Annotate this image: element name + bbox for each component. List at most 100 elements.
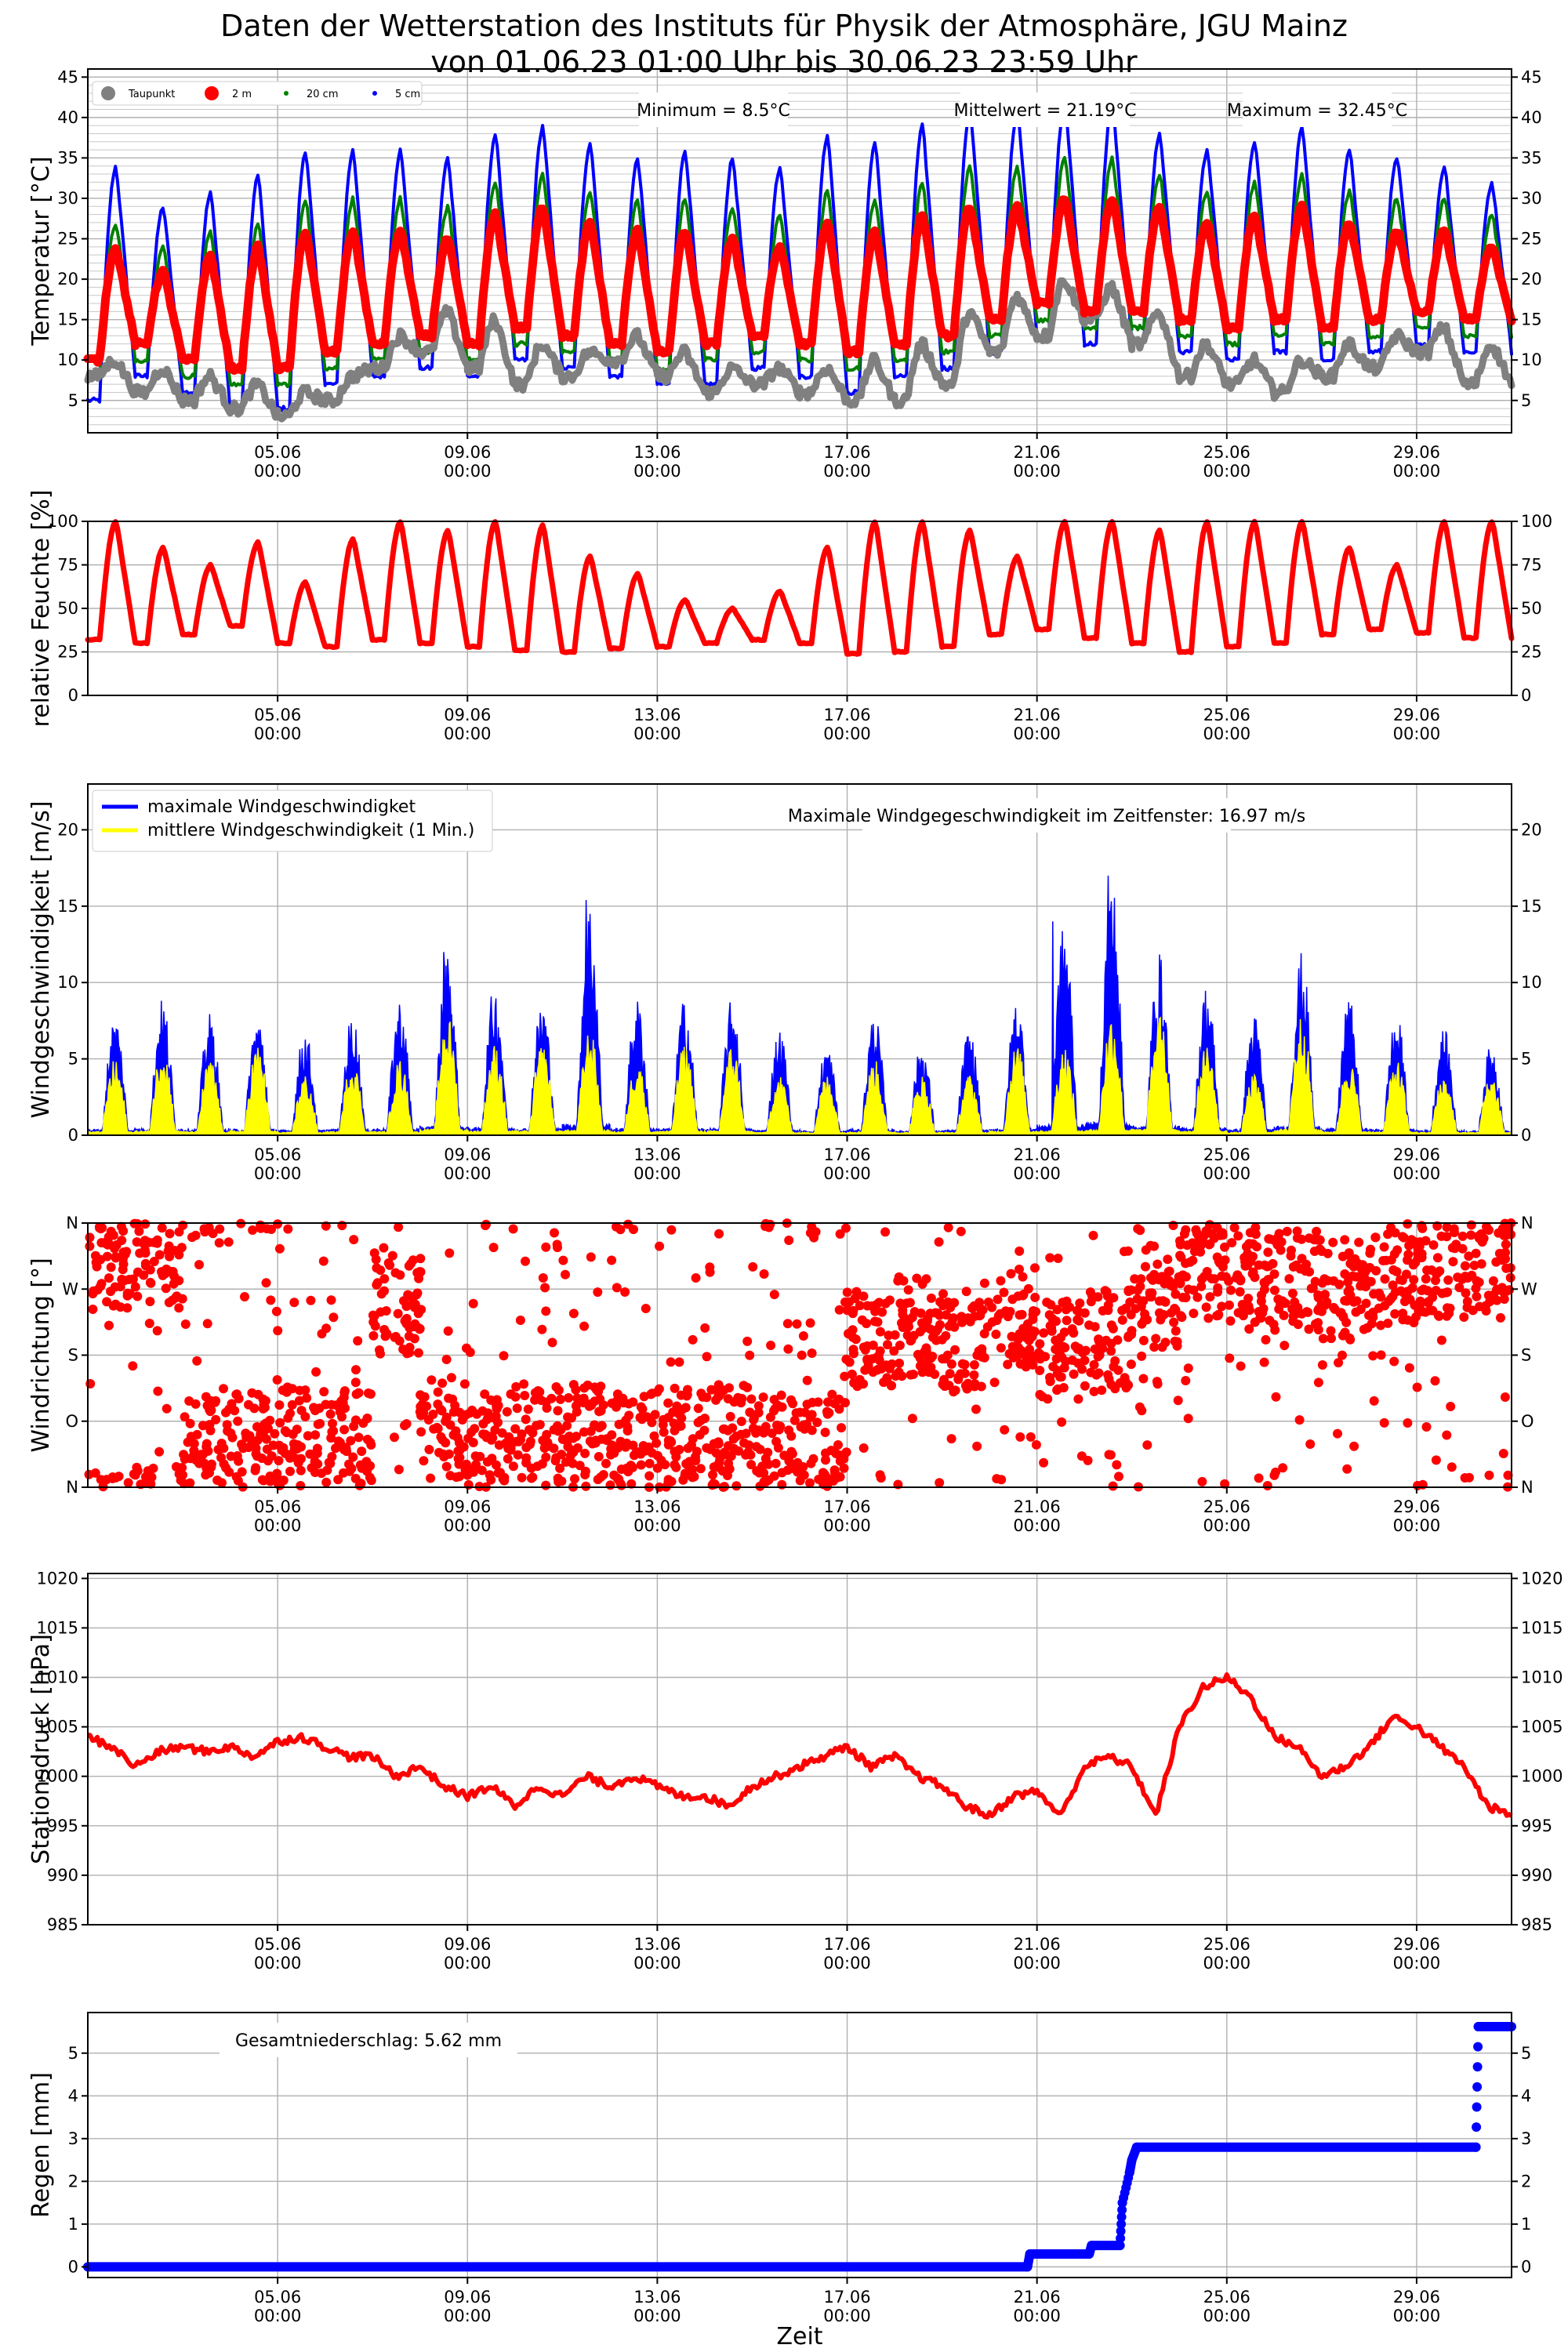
wind-direction-point (296, 1406, 307, 1416)
wind-direction-point (1354, 1237, 1364, 1247)
wind-direction-point (321, 1477, 332, 1487)
wind-direction-point (1141, 1261, 1150, 1272)
x-tick-label-time: 00:00 (1203, 2307, 1251, 2325)
x-tick-label-time: 00:00 (1203, 1516, 1251, 1535)
wind-direction-point (1259, 1284, 1269, 1294)
wind-direction-point (424, 1444, 434, 1454)
wind-direction-point (1123, 1246, 1133, 1256)
wind-direction-point (979, 1278, 989, 1288)
wind-direction-point (1007, 1331, 1017, 1341)
wind-direction-point (731, 1481, 742, 1491)
wind-direction-point (379, 1243, 389, 1253)
wind-direction-point (1197, 1476, 1207, 1486)
x-tick-label-date: 13.06 (633, 1497, 681, 1516)
wind-direction-point (691, 1446, 702, 1457)
wind-direction-point (586, 1252, 596, 1262)
wind-direction-point (1345, 1284, 1355, 1294)
wind-direction-point (1134, 1402, 1145, 1412)
wind-direction-point (765, 1412, 775, 1422)
wind-direction-point (118, 1259, 129, 1269)
wind-direction-point (1123, 1380, 1134, 1390)
x-tick-label-date: 21.06 (1014, 2288, 1061, 2307)
wind-direction-point (1338, 1350, 1347, 1360)
wind-direction-point (1443, 1275, 1454, 1285)
wind-direction-point (499, 1351, 509, 1361)
y-tick-label-left: 20 (57, 820, 78, 839)
wind-direction-point (1287, 1288, 1298, 1298)
wind-direction-point (926, 1353, 936, 1363)
wind-direction-point (956, 1226, 966, 1236)
rain-point (1116, 2234, 1126, 2243)
y-tick-label-left: 100 (47, 512, 78, 531)
wind-direction-point (274, 1456, 284, 1466)
wind-direction-point (1305, 1439, 1316, 1449)
wind-direction-point (1138, 1335, 1149, 1345)
wind-direction-point (1166, 1308, 1176, 1318)
wind-direction-point (390, 1432, 399, 1443)
rain-point (1472, 2062, 1483, 2072)
wind-direction-point (1313, 1318, 1323, 1328)
wind-direction-point (394, 1222, 404, 1232)
x-tick-label-date: 29.06 (1393, 443, 1440, 462)
wind-direction-point (1271, 1392, 1281, 1402)
y-tick-label-right: 25 (1521, 230, 1542, 249)
x-tick-label-time: 00:00 (1393, 724, 1441, 743)
wind-direction-point (1468, 1305, 1478, 1316)
wind-direction-point (413, 1348, 423, 1358)
wind-direction-point (128, 1361, 138, 1371)
wind-direction-point (416, 1267, 426, 1277)
wind-direction-point (226, 1451, 236, 1461)
wind-direction-point (520, 1391, 530, 1400)
wind-direction-point (670, 1460, 680, 1470)
wind-direction-point (1117, 1305, 1127, 1316)
wind-direction-point (1370, 1232, 1381, 1243)
wind-direction-point (1498, 1449, 1508, 1458)
wind-direction-point (633, 1447, 643, 1457)
wind-direction-point (642, 1412, 652, 1422)
y-tick-label-right: W (1521, 1279, 1537, 1298)
wind-direction-point (848, 1305, 858, 1316)
wind-direction-point (1090, 1322, 1100, 1332)
wind-direction-point (552, 1240, 562, 1250)
wind-direction-point (154, 1446, 165, 1457)
wind-direction-point (441, 1412, 452, 1422)
wind-direction-point (510, 1424, 521, 1434)
annotation-text: Gesamtniederschlag: 5.62 mm (235, 2031, 502, 2051)
y-tick-label-left: 1010 (37, 1668, 78, 1687)
wind-direction-point (125, 1289, 135, 1299)
wind-direction-point (1312, 1226, 1322, 1236)
wind-direction-point (459, 1379, 470, 1389)
wind-direction-point (1496, 1312, 1505, 1323)
wind-direction-point (706, 1385, 717, 1395)
wind-direction-point (615, 1436, 626, 1446)
wind-direction-point (1465, 1472, 1474, 1483)
x-tick-label-date: 17.06 (823, 706, 870, 724)
wind-direction-point (174, 1303, 184, 1313)
wind-direction-point (1062, 1316, 1072, 1326)
panel-rain: 0 01 12 23 34 45 505.0600:0009.0600:0013.0600:… (27, 2012, 1531, 2325)
wind-direction-point (1466, 1220, 1476, 1230)
wind-direction-point (215, 1224, 225, 1234)
wind-direction-point (1233, 1308, 1243, 1318)
wind-direction-point (652, 1438, 662, 1448)
wind-direction-point (1297, 1254, 1307, 1264)
wind-direction-point (1209, 1233, 1219, 1243)
wind-direction-point (267, 1225, 276, 1234)
wind-direction-point (1097, 1385, 1107, 1396)
wind-direction-point (154, 1250, 165, 1260)
y-tick-label-right: N (1521, 1214, 1534, 1232)
y-tick-label-left: 20 (57, 270, 78, 289)
x-tick-label-time: 00:00 (1013, 1164, 1061, 1183)
x-tick-label-time: 00:00 (1203, 1164, 1251, 1183)
wind-direction-point (481, 1429, 491, 1439)
wind-direction-point (660, 1460, 670, 1470)
wind-direction-point (1227, 1238, 1237, 1248)
y-tick-label-left: 985 (47, 1915, 78, 1934)
plot-frame (87, 2012, 1512, 2278)
y-tick-label-right: 15 (1521, 310, 1542, 329)
wind-direction-point (835, 1229, 845, 1239)
wind-direction-point (1274, 1229, 1284, 1239)
wind-direction-point (1278, 1463, 1288, 1473)
wind-direction-point (1441, 1287, 1451, 1298)
wind-direction-point (1205, 1220, 1214, 1230)
